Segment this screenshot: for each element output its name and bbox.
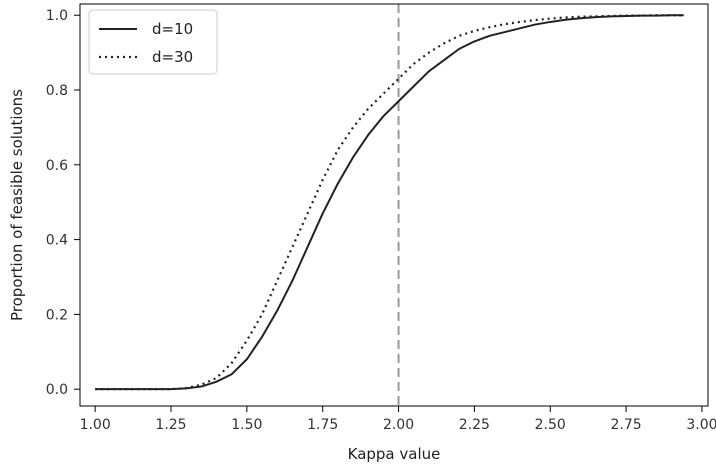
x-tick-label: 2.50 [535,417,566,433]
series-line-d-10 [95,14,684,391]
x-tick-label: 3.00 [686,417,716,433]
y-tick-label: 0.8 [46,83,68,99]
x-axis-title: Kappa value [348,445,441,463]
legend: d=10 d=30 [88,9,218,75]
x-tick-label: 2.25 [459,417,490,433]
y-axis-ticks: 0.0 0.2 0.4 0.6 0.8 1.0 [46,8,80,398]
y-tick-label: 1.0 [46,8,68,24]
y-tick-label: 0.6 [46,158,68,174]
x-axis-ticks: 1.00 1.25 1.50 1.75 2.00 2.25 2.50 2.75 3.00 [80,406,716,433]
x-tick-label: 1.75 [307,417,338,433]
plot-area-frame [79,3,709,407]
legend-label: d=30 [152,48,193,66]
y-tick-label: 0.4 [46,233,68,249]
x-tick-label: 1.25 [155,417,186,433]
y-axis-title: Proportion of feasible solutions [8,89,26,321]
x-tick-label: 1.50 [231,417,262,433]
x-tick-label: 1.00 [80,417,111,433]
y-tick-label: 0.2 [46,307,68,323]
legend-box [88,9,218,75]
y-tick-label: 0.0 [46,382,68,398]
x-tick-label: 2.75 [611,417,642,433]
series-group [95,14,684,391]
x-tick-label: 2.00 [383,417,414,433]
legend-label: d=10 [152,20,193,38]
